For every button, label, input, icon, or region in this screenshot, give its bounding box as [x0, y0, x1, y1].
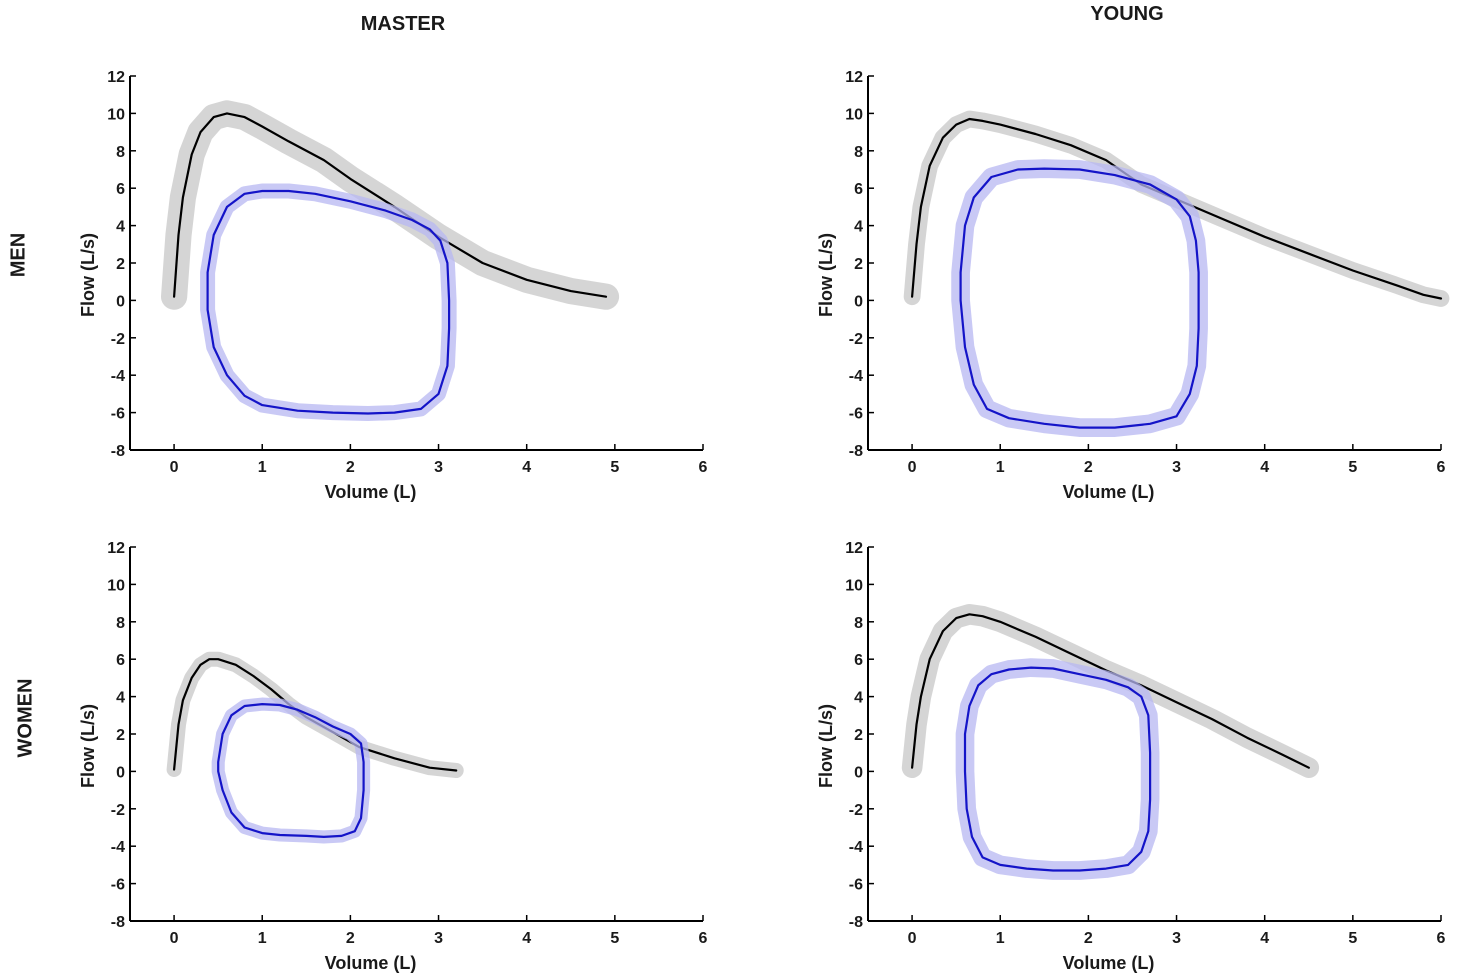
y-tick-label: 6 [116, 181, 125, 198]
x-tick-label: 4 [1260, 459, 1269, 476]
max-expiratory-curve-line [911, 613, 1310, 769]
x-tick-label: 4 [522, 459, 531, 476]
y-tick-label: 6 [854, 181, 863, 198]
y-tick-label: 0 [116, 764, 125, 781]
y-axis-label: Flow (L/s) [816, 233, 836, 317]
x-tick-label: 4 [522, 930, 531, 947]
x-tick-label: 6 [699, 459, 708, 476]
y-tick-label: -4 [849, 368, 863, 385]
y-tick-label: 0 [854, 293, 863, 310]
max-expiratory-curve-line [911, 117, 1443, 300]
x-tick-label: 6 [699, 930, 708, 947]
x-tick-label: 3 [1172, 930, 1181, 947]
y-tick-label: 0 [116, 293, 125, 310]
x-tick-label: 6 [1437, 459, 1446, 476]
y-tick-label: -4 [111, 368, 125, 385]
y-tick-label: -6 [849, 406, 863, 423]
loop-sd-band [951, 159, 1208, 437]
x-tick-label: 0 [170, 930, 179, 947]
tidal-loop-line [963, 666, 1152, 872]
x-tick-label: 0 [170, 459, 179, 476]
y-tick-label: 4 [854, 690, 863, 707]
y-tick-label: -8 [111, 914, 125, 931]
x-tick-label: 5 [610, 459, 619, 476]
x-tick-label: 5 [1348, 459, 1357, 476]
y-tick-label: 10 [107, 106, 125, 123]
y-axis-label: Flow (L/s) [816, 704, 836, 788]
y-tick-label: 0 [854, 764, 863, 781]
x-tick-label: 2 [346, 930, 355, 947]
y-tick-label: -2 [111, 802, 125, 819]
y-tick-label: 10 [845, 106, 863, 123]
y-axis-label: Flow (L/s) [78, 233, 98, 317]
loop-sd-band [955, 658, 1160, 880]
x-tick-label: 3 [1172, 459, 1181, 476]
x-axis-label: Volume (L) [325, 953, 417, 973]
loop-sd-band [200, 183, 457, 421]
y-tick-label: 12 [107, 69, 125, 86]
y-tick-label: 4 [854, 219, 863, 236]
x-tick-label: 1 [996, 930, 1005, 947]
x-tick-label: 1 [258, 459, 267, 476]
y-tick-label: -4 [111, 839, 125, 856]
y-tick-label: 2 [854, 256, 863, 273]
tidal-loop-line [206, 189, 451, 415]
y-tick-label: -6 [111, 406, 125, 423]
y-tick-label: -8 [849, 443, 863, 460]
x-tick-label: 0 [908, 930, 917, 947]
x-tick-label: 1 [258, 930, 267, 947]
y-tick-label: 8 [854, 615, 863, 632]
y-tick-label: -8 [849, 914, 863, 931]
loop-sd-band [211, 697, 371, 844]
y-tick-label: 12 [107, 540, 125, 557]
y-tick-label: 6 [854, 652, 863, 669]
y-tick-label: 4 [116, 690, 125, 707]
x-axis-label: Volume (L) [1063, 953, 1155, 973]
x-tick-label: 2 [1084, 459, 1093, 476]
x-tick-label: 2 [1084, 930, 1093, 947]
y-tick-label: 8 [116, 615, 125, 632]
x-tick-label: 3 [434, 459, 443, 476]
y-tick-label: 8 [854, 144, 863, 161]
x-tick-label: 0 [908, 459, 917, 476]
y-tick-label: -2 [111, 331, 125, 348]
x-tick-label: 6 [1437, 930, 1446, 947]
y-axis-label: Flow (L/s) [78, 704, 98, 788]
x-tick-label: 4 [1260, 930, 1269, 947]
y-tick-label: -8 [111, 443, 125, 460]
column-title-young: YOUNG [1090, 3, 1164, 25]
y-tick-label: 2 [116, 727, 125, 744]
y-tick-label: 4 [116, 219, 125, 236]
tidal-loop-line [959, 167, 1200, 429]
y-tick-label: 2 [854, 727, 863, 744]
y-tick-label: 10 [107, 577, 125, 594]
y-tick-label: -4 [849, 839, 863, 856]
max-expiratory-curve-line [173, 112, 608, 298]
max-expiratory-curve-line [173, 658, 458, 772]
y-tick-label: 10 [845, 577, 863, 594]
x-tick-label: 1 [996, 459, 1005, 476]
column-title-master: MASTER [360, 13, 446, 35]
y-tick-label: -2 [849, 331, 863, 348]
y-tick-label: 8 [116, 144, 125, 161]
x-axis-label: Volume (L) [325, 482, 417, 502]
tidal-loop-line [217, 703, 365, 838]
y-tick-label: 12 [845, 69, 863, 86]
y-tick-label: -2 [849, 802, 863, 819]
x-tick-label: 5 [610, 930, 619, 947]
x-tick-label: 2 [346, 459, 355, 476]
y-tick-label: 12 [845, 540, 863, 557]
x-axis-label: Volume (L) [1063, 482, 1155, 502]
y-tick-label: -6 [111, 877, 125, 894]
y-tick-label: 2 [116, 256, 125, 273]
y-tick-label: 6 [116, 652, 125, 669]
x-tick-label: 5 [1348, 930, 1357, 947]
y-tick-label: -6 [849, 877, 863, 894]
x-tick-label: 3 [434, 930, 443, 947]
